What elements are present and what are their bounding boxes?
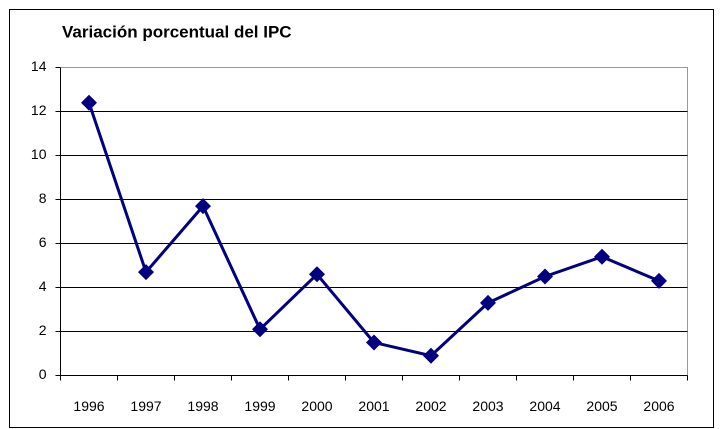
y-tick-label: 10	[31, 146, 47, 162]
y-tick-label: 2	[39, 322, 47, 338]
marker	[594, 248, 610, 265]
y-tick-label: 12	[31, 102, 47, 118]
x-tick-label: 2006	[643, 398, 674, 414]
marker	[537, 268, 553, 285]
x-tick-label: 2001	[358, 398, 389, 414]
marker	[252, 321, 268, 338]
marker	[366, 334, 382, 351]
x-tick-label: 2004	[529, 398, 560, 414]
chart-title: Variación porcentual del IPC	[62, 22, 292, 41]
x-tick-label: 1997	[130, 398, 161, 414]
y-tick-label: 8	[39, 190, 47, 206]
x-tick-label: 2000	[301, 398, 332, 414]
x-tick-label: 1999	[244, 398, 275, 414]
chart-border	[9, 9, 714, 428]
marker	[651, 272, 667, 289]
x-tick-label: 1996	[73, 398, 104, 414]
y-tick-label: 0	[39, 366, 47, 382]
marker	[81, 94, 97, 111]
x-tick-label: 2002	[415, 398, 446, 414]
marker	[309, 266, 325, 283]
marker	[423, 347, 439, 364]
y-tick-label: 14	[31, 58, 47, 74]
y-tick-label: 4	[39, 278, 47, 294]
marker	[480, 294, 496, 311]
x-tick-label: 2003	[472, 398, 503, 414]
marker	[138, 264, 154, 281]
x-tick-label: 1998	[187, 398, 218, 414]
marker	[195, 198, 211, 215]
x-tick-label: 2005	[586, 398, 617, 414]
y-tick-label: 6	[39, 234, 47, 250]
